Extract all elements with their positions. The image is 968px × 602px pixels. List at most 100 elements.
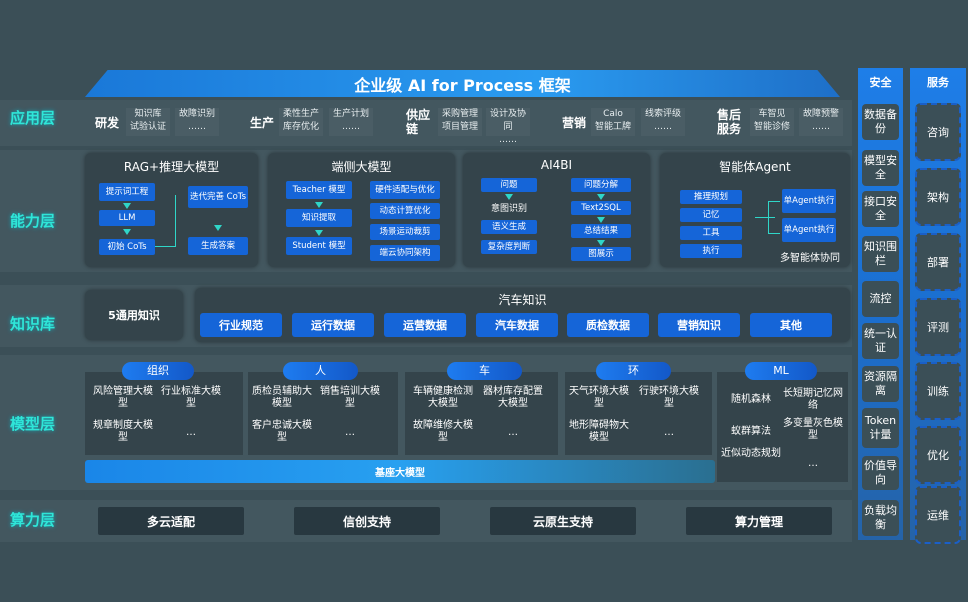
knowledge-item: 行业规范 <box>200 313 282 337</box>
edge-step: 知识提取 <box>286 209 352 227</box>
edge-step: Teacher 模型 <box>286 181 352 199</box>
security-column: 安全 数据备份 模型安全 接口安全 知识围栏 流控 统一认证 资源隔离 Toke… <box>858 68 903 540</box>
app-category: 生产 <box>250 116 275 130</box>
app-item[interactable]: 采购管理 项目管理 <box>438 108 482 136</box>
knowledge-item: 运行数据 <box>292 313 374 337</box>
model-item: 长短期记忆网络 <box>783 388 843 411</box>
knowledge-item: 其他 <box>750 313 832 337</box>
group-tag-environment: 环 <box>596 362 671 380</box>
arrow-down-icon <box>597 240 605 246</box>
app-item[interactable]: 故障预警…… <box>799 108 843 136</box>
security-item: 流控 <box>862 281 899 317</box>
app-item[interactable]: 设计及协同…… <box>486 108 530 145</box>
model-item: 天气环境大模型 <box>569 386 629 409</box>
ai4bi-title: AI4BI <box>540 158 573 172</box>
multi-agent-label: 多智能体协同 <box>780 253 840 264</box>
arrow-down-icon <box>315 230 323 236</box>
service-item: 咨询 <box>915 103 961 161</box>
model-group-environment: 天气环境大模型 行驶环境大模型 地形障碍物大模型 … <box>565 372 712 455</box>
model-item: 器材库存配置大模型 <box>483 386 543 409</box>
ai4bi-step: 复杂度判断 <box>481 240 537 254</box>
security-item: 价值导向 <box>862 456 899 490</box>
model-item: 行驶环境大模型 <box>639 386 699 409</box>
knowledge-item: 汽车数据 <box>476 313 558 337</box>
ai4bi-step: 问题分解 <box>571 178 631 192</box>
model-group-ml: 随机森林 长短期记忆网络 蚁群算法 多变量灰色模型 近似动态规划 … <box>717 372 848 482</box>
model-item: 随机森林 <box>731 394 771 405</box>
compute-item: 算力管理 <box>686 507 832 535</box>
model-item: 质检员辅助大模型 <box>252 386 312 409</box>
framework-title: 企业级 AI for Process 框架 <box>85 70 840 97</box>
app-item[interactable]: 故障识别…… <box>175 108 219 136</box>
rag-step: 初始 CoTs <box>99 239 155 255</box>
compute-item: 多云适配 <box>98 507 244 535</box>
model-item: 近似动态规划 <box>721 448 781 459</box>
app-item[interactable]: Calo 智能工牌 <box>591 108 635 136</box>
edge-feature: 动态计算优化 <box>370 203 440 219</box>
arrow-down-icon <box>597 217 605 223</box>
model-item: 规章制度大模型 <box>93 420 153 443</box>
knowledge-item: 营销知识 <box>658 313 740 337</box>
edge-feature: 场景运动裁剪 <box>370 224 440 240</box>
service-item: 部署 <box>915 233 961 291</box>
rag-panel: RAG+推理大模型 提示词工程 LLM 初始 CoTs 迭代完善 CoTs 生成… <box>85 153 258 267</box>
arrow-down-icon <box>214 225 222 231</box>
edge-step: Student 模型 <box>286 237 352 255</box>
model-group-vehicle: 车辆健康检测大模型 器材库存配置大模型 故障维修大模型 … <box>405 372 558 455</box>
agent-panel: 智能体Agent 推理规划 记忆 工具 执行 单Agent执行 单Agent执行… <box>660 153 850 267</box>
agent-module: 记忆 <box>680 208 742 222</box>
arrow-down-icon <box>597 194 605 200</box>
model-item: 蚁群算法 <box>731 426 771 437</box>
model-item: 客户忠诚大模型 <box>252 420 312 443</box>
model-item: 地形障碍物大模型 <box>569 420 629 443</box>
model-item: 行业标准大模型 <box>161 386 221 409</box>
security-item: 接口安全 <box>862 191 899 227</box>
app-category: 营销 <box>562 116 587 130</box>
ai4bi-panel: AI4BI 问题 意图识别 语义生成 复杂度判断 问题分解 Text2SQL 总… <box>463 153 650 267</box>
layer-label-compute: 算力层 <box>10 511 56 529</box>
model-item: 销售培训大模型 <box>320 386 380 409</box>
ai4bi-step: 语义生成 <box>481 220 537 234</box>
edge-model-panel: 端侧大模型 Teacher 模型 知识提取 Student 模型 硬件适配与优化… <box>268 153 455 267</box>
knowledge-item: 运营数据 <box>384 313 466 337</box>
rag-step: LLM <box>99 210 155 226</box>
security-title: 安全 <box>869 76 892 89</box>
compute-item: 云原生支持 <box>490 507 636 535</box>
rag-step: 迭代完善 CoTs <box>188 186 248 208</box>
edge-feature: 硬件适配与优化 <box>370 181 440 199</box>
group-tag-people: 人 <box>283 362 358 380</box>
agent-module: 执行 <box>680 244 742 258</box>
layer-label-knowledge: 知识库 <box>10 315 56 333</box>
service-item: 运维 <box>915 486 961 544</box>
app-item[interactable]: 柔性生产 库存优化 <box>279 108 323 136</box>
single-agent-exec: 单Agent执行 <box>782 189 836 213</box>
arrow-down-icon <box>505 194 513 200</box>
app-item[interactable]: 生产计划…… <box>329 108 373 136</box>
edge-feature: 端云协同架构 <box>370 245 440 261</box>
app-item[interactable]: 车智见 智能诊修 <box>750 108 794 136</box>
base-model-bar: 基座大模型 <box>85 460 715 483</box>
model-item: 多变量灰色模型 <box>783 418 843 441</box>
service-title: 服务 <box>927 76 949 89</box>
general-knowledge: 5通用知识 <box>85 290 183 340</box>
arrow-down-icon <box>315 202 323 208</box>
agent-module: 推理规划 <box>680 190 742 204</box>
model-item: … <box>508 427 518 438</box>
agent-module: 工具 <box>680 226 742 240</box>
compute-item: 信创支持 <box>294 507 440 535</box>
model-group-org: 风险管理大模型 行业标准大模型 规章制度大模型 … <box>85 372 243 455</box>
security-item: 数据备份 <box>862 104 899 140</box>
service-item: 优化 <box>915 426 961 484</box>
group-tag-org: 组织 <box>122 362 194 380</box>
model-item: … <box>186 427 196 438</box>
app-category: 研发 <box>95 116 120 130</box>
app-category: 售后服务 <box>717 108 742 136</box>
ai4bi-step: 图展示 <box>571 247 631 261</box>
app-item[interactable]: 线索评级…… <box>641 108 685 136</box>
security-item: 统一认证 <box>862 323 899 359</box>
group-tag-ml: ML <box>745 362 817 380</box>
app-item[interactable]: 知识库 试验认证 <box>126 108 170 136</box>
group-tag-vehicle: 车 <box>447 362 522 380</box>
ai4bi-step: 总结结果 <box>571 224 631 238</box>
service-item: 架构 <box>915 168 961 226</box>
